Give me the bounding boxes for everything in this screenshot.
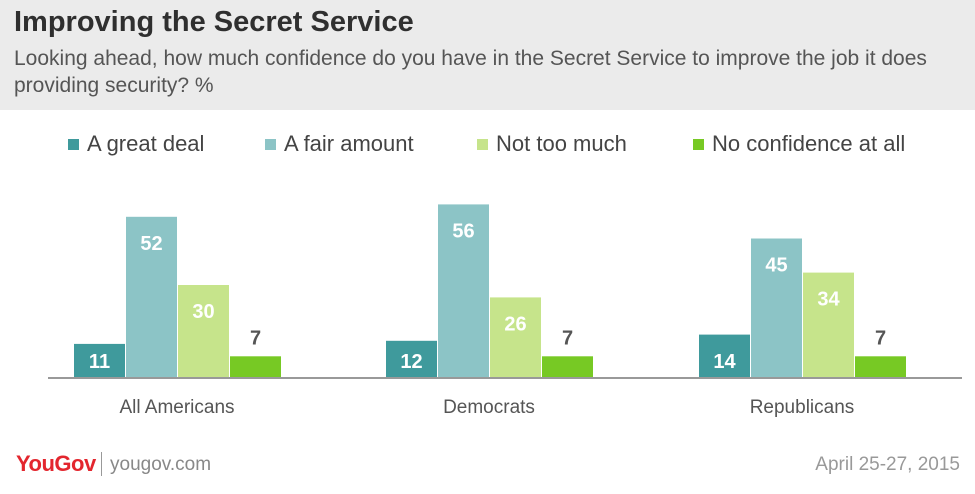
data-label-not-too-much-1: 26 [504,313,526,335]
bar-not-too-much-1 [490,297,541,378]
data-label-no-confidence-at-all-0: 7 [250,327,261,349]
category-label-2: Republicans [750,397,855,418]
footer-date: April 25-27, 2015 [815,454,960,475]
legend-item-great-deal: A great deal [68,131,204,157]
data-label-a-great-deal-0: 11 [89,351,110,373]
legend-item-fair-amount: A fair amount [265,131,414,157]
data-label-no-confidence-at-all-1: 7 [562,327,573,349]
footer-divider [101,452,102,476]
category-label-1: Democrats [443,397,535,418]
data-label-not-too-much-0: 30 [192,301,214,323]
data-label-a-fair-amount-1: 56 [452,220,474,242]
category-label-0: All Americans [119,397,234,418]
legend-swatch-not-too-much [477,138,488,150]
legend-label-great-deal: A great deal [87,131,205,156]
legend-item-no-confidence: No confidence at all [693,131,905,157]
data-label-no-confidence-at-all-2: 7 [875,327,886,349]
legend-swatch-fair-amount [265,138,276,150]
bar-a-fair-amount-0 [126,216,177,378]
bar-not-too-much-0 [178,285,229,378]
legend-swatch-great-deal [68,138,79,150]
data-label-a-great-deal-2: 14 [713,351,736,373]
data-label-not-too-much-2: 34 [817,289,840,311]
bar-a-great-deal-1 [386,340,437,378]
data-label-a-fair-amount-0: 52 [140,233,162,255]
bar-chart: 11 52 30 7 All Americans 12 56 26 7 Democrats 14 45… [48,204,962,418]
chart-subtitle: Looking ahead, how much confidence do yo… [14,47,927,97]
chart-title: Improving the Secret Service [14,6,414,38]
yougov-logo: YouGov [16,451,96,476]
legend-item-not-too-much: Not too much [477,131,627,157]
legend-label-no-confidence: No confidence at all [712,131,906,156]
legend: A great deal A fair amount Not too much … [0,131,975,161]
bar-a-fair-amount-2 [751,238,802,378]
bar-a-great-deal-0 [74,343,125,378]
bar-no-confidence-at-all-1 [542,356,593,378]
data-label-a-great-deal-1: 12 [400,351,422,373]
bar-a-great-deal-2 [699,334,750,378]
legend-label-not-too-much: Not too much [496,131,627,156]
legend-swatch-no-confidence [693,138,704,150]
legend-label-fair-amount: A fair amount [284,131,414,156]
footer-site: yougov.com [110,454,212,475]
bar-no-confidence-at-all-0 [230,356,281,378]
bar-a-fair-amount-1 [438,204,489,378]
bar-not-too-much-2 [803,272,854,378]
data-label-a-fair-amount-2: 45 [765,255,787,277]
header-band: Improving the Secret Service Looking ahe… [0,0,975,110]
bar-no-confidence-at-all-2 [855,356,906,378]
